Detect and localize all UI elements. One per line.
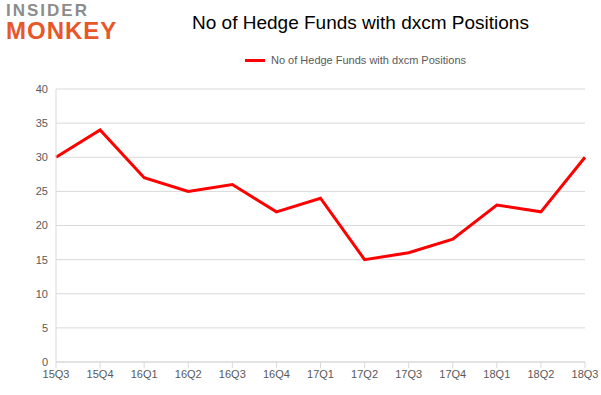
svg-text:20: 20 (36, 219, 48, 231)
svg-text:5: 5 (42, 322, 48, 334)
svg-text:17Q4: 17Q4 (439, 368, 466, 380)
svg-text:30: 30 (36, 151, 48, 163)
svg-text:16Q2: 16Q2 (175, 368, 202, 380)
svg-text:10: 10 (36, 288, 48, 300)
svg-text:17Q2: 17Q2 (351, 368, 378, 380)
svg-text:17Q3: 17Q3 (395, 368, 422, 380)
svg-text:16Q4: 16Q4 (263, 368, 290, 380)
svg-text:18Q2: 18Q2 (527, 368, 554, 380)
html-text:MONKEY: MONKEY (6, 17, 118, 44)
svg-text:35: 35 (36, 117, 48, 129)
html-text:No of Hedge Funds with dxcm Po: No of Hedge Funds with dxcm Positions (271, 54, 466, 66)
svg-text:16Q3: 16Q3 (219, 368, 246, 380)
svg-text:17Q1: 17Q1 (307, 368, 334, 380)
svg-text:16Q1: 16Q1 (131, 368, 158, 380)
svg-text:18Q3: 18Q3 (572, 368, 593, 380)
svg-text:15Q4: 15Q4 (87, 368, 114, 380)
svg-text:15Q3: 15Q3 (43, 368, 70, 380)
svg-text:40: 40 (36, 83, 48, 95)
svg-text:15: 15 (36, 254, 48, 266)
svg-text:0: 0 (42, 356, 48, 368)
html-text:INSIDER: INSIDER (6, 1, 89, 20)
svg-text:18Q1: 18Q1 (483, 368, 510, 380)
html-text:No of Hedge Funds with dxcm Po: No of Hedge Funds with dxcm Positions (192, 12, 529, 33)
svg-text:25: 25 (36, 185, 48, 197)
